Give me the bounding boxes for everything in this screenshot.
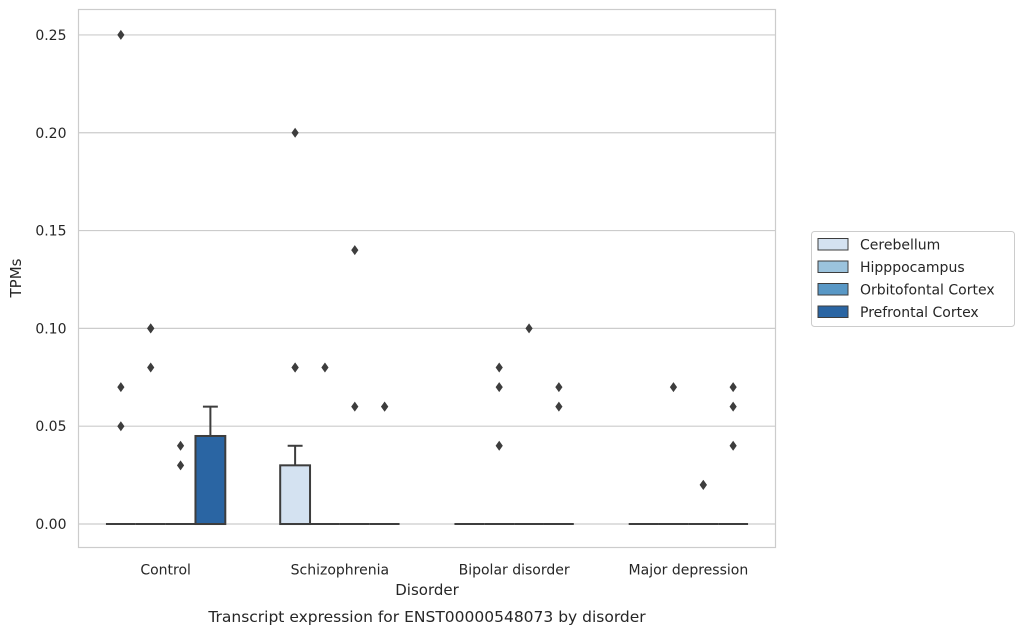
outlier-point — [176, 460, 185, 471]
outlier-point — [699, 479, 707, 490]
outlier-point — [117, 421, 125, 432]
x-tick-label: Major depression — [629, 563, 749, 579]
x-tick-label: Bipolar disorder — [459, 563, 570, 579]
outlier-point — [729, 382, 737, 393]
legend-item: Orbitofontal Cortex — [817, 283, 995, 299]
legend-swatch — [817, 260, 849, 273]
box-group — [135, 323, 166, 526]
y-tick-label: 0.15 — [35, 224, 66, 240]
box — [279, 464, 312, 526]
outlier-point — [176, 440, 185, 451]
legend-label: Prefrontal Cortex — [860, 305, 979, 321]
outlier-point — [291, 127, 299, 138]
outlier-point — [291, 362, 299, 373]
outlier-point — [555, 382, 563, 393]
outlier-point — [147, 323, 155, 334]
grid-lines — [78, 34, 776, 525]
box-group — [105, 29, 136, 526]
y-axis-label: TPMs — [7, 258, 25, 298]
box-group — [194, 405, 227, 526]
legend-label: Orbitofontal Cortex — [860, 283, 995, 299]
box-group — [279, 127, 312, 526]
box-group — [310, 362, 340, 526]
outlier-point — [117, 29, 125, 40]
outlier-point — [321, 362, 329, 373]
y-tick-label: 0.10 — [35, 321, 66, 337]
legend-swatch — [817, 305, 849, 318]
legend-label: Hipppocampus — [860, 260, 965, 276]
box-group — [718, 382, 749, 526]
y-tick-label: 0.05 — [35, 419, 66, 435]
legend-swatch — [817, 283, 849, 296]
outlier-point — [525, 323, 533, 334]
legend-swatch — [817, 238, 849, 251]
box — [194, 434, 227, 526]
x-tick-label: Schizophrenia — [291, 563, 389, 579]
outlier-point — [669, 382, 678, 393]
legend: Cerebellum Hipppocampus Orbitofontal Corte… — [811, 231, 1015, 327]
outlier-point — [495, 362, 503, 373]
x-tick-label: Control — [140, 563, 191, 579]
plot-frame — [77, 8, 777, 549]
box-group — [165, 440, 196, 526]
y-tick-label: 0.20 — [35, 126, 66, 142]
legend-items: Cerebellum Hipppocampus Orbitofontal Corte… — [817, 238, 995, 321]
x-axis-label: Disorder — [395, 581, 459, 599]
outlier-point — [729, 401, 737, 412]
outlier-point — [351, 245, 359, 256]
y-tick-label: 0.00 — [35, 517, 66, 533]
outlier-point — [117, 382, 125, 393]
outlier-point — [729, 440, 737, 451]
legend-label: Cerebellum — [860, 238, 940, 254]
box-group — [688, 479, 719, 526]
outlier-point — [495, 440, 503, 451]
x-tick-labels: Control Schizophrenia Bipolar disorder Majo… — [140, 563, 748, 579]
legend-item: Hipppocampus — [817, 260, 965, 276]
box-group — [369, 401, 400, 526]
chart-caption: Transcript expression for ENST0000054807… — [207, 608, 646, 626]
outlier-point — [495, 382, 503, 393]
outlier-point — [555, 401, 563, 412]
outlier-point — [381, 401, 389, 412]
y-tick-labels: 0.00 0.05 0.10 0.15 0.20 0.25 — [35, 28, 66, 533]
legend-item: Prefrontal Cortex — [817, 305, 979, 321]
box-group — [514, 323, 544, 526]
y-tick-label: 0.25 — [35, 28, 66, 44]
legend-frame — [811, 231, 1015, 327]
box-group — [484, 362, 515, 526]
outlier-point — [147, 362, 155, 373]
box-group — [543, 382, 574, 526]
legend-item: Cerebellum — [817, 238, 940, 254]
outlier-point — [351, 401, 359, 412]
box-group — [658, 382, 689, 526]
box-marks — [105, 29, 749, 526]
box-group — [339, 245, 370, 526]
